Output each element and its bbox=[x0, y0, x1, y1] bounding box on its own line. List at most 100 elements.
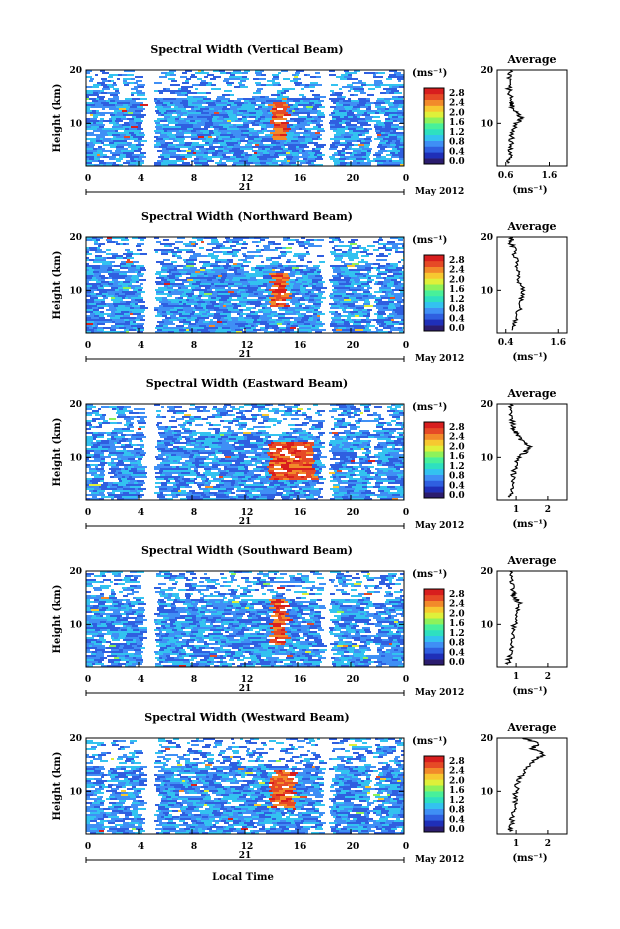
heatmap-cell bbox=[391, 98, 398, 100]
heatmap-cell bbox=[280, 134, 287, 136]
heatmap-cell bbox=[383, 448, 390, 450]
heatmap-cell bbox=[209, 120, 212, 122]
heatmap-cell bbox=[199, 311, 206, 313]
heatmap-cell bbox=[89, 247, 97, 249]
heatmap-cell bbox=[299, 327, 305, 329]
heatmap-cell bbox=[367, 245, 375, 247]
heatmap-cell bbox=[278, 305, 284, 307]
x-tick-label: 20 bbox=[347, 174, 360, 184]
heatmap-cell bbox=[129, 424, 133, 426]
heatmap-cell bbox=[269, 281, 276, 283]
heatmap-cell bbox=[139, 297, 143, 299]
heatmap-cell bbox=[206, 102, 210, 104]
heatmap-cell bbox=[308, 436, 316, 438]
heatmap-cell bbox=[262, 303, 268, 305]
heatmap-cell bbox=[362, 297, 366, 299]
heatmap-cell bbox=[127, 82, 130, 84]
heatmap-cell bbox=[348, 241, 355, 243]
heatmap-cell bbox=[136, 456, 143, 458]
heatmap-cell bbox=[127, 118, 134, 120]
heatmap-cell bbox=[286, 251, 292, 253]
heatmap-cell bbox=[365, 140, 372, 142]
heatmap-cell bbox=[167, 313, 173, 315]
heatmap-cell bbox=[219, 267, 224, 269]
heatmap-cell bbox=[291, 313, 296, 315]
heatmap-cell bbox=[363, 315, 370, 317]
heatmap-cell bbox=[277, 90, 284, 92]
heatmap-cell bbox=[385, 102, 393, 104]
heatmap-cell bbox=[168, 285, 172, 287]
heatmap-cell bbox=[399, 323, 404, 325]
heatmap-cell bbox=[86, 98, 89, 100]
heatmap-cell bbox=[253, 132, 258, 134]
heatmap-cell bbox=[133, 321, 136, 323]
heatmap-cell bbox=[110, 446, 117, 448]
heatmap-cell bbox=[232, 319, 238, 321]
heatmap-cell bbox=[332, 247, 335, 249]
heatmap-cell bbox=[359, 247, 362, 249]
heatmap-cell bbox=[334, 249, 342, 251]
heatmap-cell bbox=[358, 305, 364, 307]
heatmap-cell bbox=[249, 156, 257, 158]
heatmap-cell bbox=[90, 249, 97, 251]
heatmap-cell bbox=[197, 78, 202, 80]
heatmap-cell bbox=[102, 80, 108, 82]
heatmap-cell bbox=[160, 243, 163, 245]
heatmap-cell bbox=[234, 76, 237, 78]
heatmap-cell bbox=[299, 128, 302, 130]
heatmap-cell bbox=[278, 257, 281, 259]
heatmap-cell bbox=[338, 239, 341, 241]
heatmap-cell bbox=[246, 275, 250, 277]
heatmap-cell bbox=[367, 456, 375, 458]
heatmap-cell bbox=[98, 307, 104, 309]
heatmap-cell bbox=[99, 126, 104, 128]
heatmap-cell bbox=[317, 255, 324, 257]
colorbar: (ms⁻¹)2.82.42.01.61.20.80.40.0 bbox=[412, 68, 465, 167]
heatmap-cell bbox=[245, 160, 248, 162]
heatmap-cell bbox=[225, 450, 231, 452]
heatmap-cell bbox=[167, 410, 172, 412]
heatmap-cell bbox=[114, 442, 117, 444]
heatmap-cell bbox=[191, 144, 197, 146]
heatmap-cell bbox=[396, 329, 399, 331]
heatmap-cell bbox=[247, 285, 250, 287]
heatmap-cell bbox=[251, 313, 258, 315]
heatmap-cell bbox=[283, 265, 288, 267]
heatmap-cell bbox=[113, 136, 116, 138]
heatmap-cell bbox=[374, 420, 379, 422]
heatmap-cell bbox=[197, 144, 204, 146]
heatmap-cell bbox=[278, 438, 285, 440]
heatmap-cell bbox=[309, 428, 314, 430]
heatmap-cell bbox=[386, 90, 391, 92]
heatmap-cell bbox=[361, 255, 369, 257]
heatmap-cell bbox=[86, 90, 93, 92]
heatmap-cell bbox=[300, 122, 307, 124]
heatmap-cell bbox=[97, 148, 105, 150]
heatmap-cell bbox=[397, 114, 402, 116]
heatmap-cell bbox=[132, 98, 140, 100]
heatmap-cell bbox=[186, 303, 193, 305]
heatmap-cell bbox=[288, 307, 295, 309]
heatmap-cell bbox=[399, 331, 403, 333]
heatmap-cell bbox=[389, 138, 397, 140]
heatmap-cell bbox=[335, 450, 343, 452]
heatmap-cell bbox=[290, 323, 293, 325]
heatmap-cell bbox=[363, 124, 371, 126]
heatmap-cell bbox=[182, 72, 187, 74]
heatmap-cell bbox=[114, 110, 122, 112]
heatmap-cell bbox=[218, 446, 221, 448]
heatmap-cell bbox=[282, 247, 286, 249]
heatmap-cell bbox=[312, 325, 315, 327]
heatmap-cell bbox=[314, 239, 317, 241]
heatmap-cell bbox=[239, 444, 244, 446]
heatmap-cell bbox=[265, 118, 272, 120]
heatmap-cell bbox=[124, 424, 129, 426]
heatmap-cell bbox=[241, 259, 247, 261]
heatmap-cell bbox=[307, 116, 312, 118]
heatmap-cell bbox=[362, 452, 365, 454]
heatmap-cell bbox=[210, 106, 218, 108]
heatmap-cell bbox=[123, 454, 128, 456]
heatmap-cell bbox=[170, 287, 173, 289]
heatmap-cell bbox=[344, 156, 352, 158]
heatmap-cell bbox=[315, 325, 323, 327]
